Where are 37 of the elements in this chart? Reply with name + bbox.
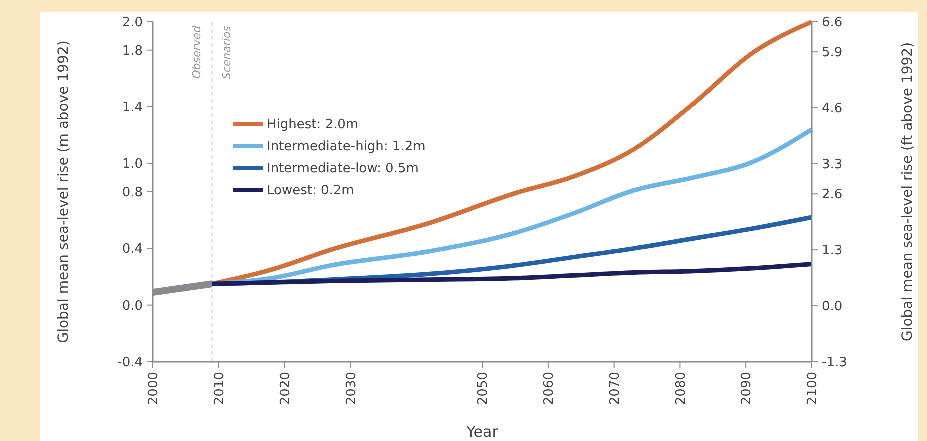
y2-tick-label: 1.3 bbox=[822, 244, 843, 259]
y2-tick-label: 3.3 bbox=[822, 158, 843, 173]
x-axis-title: Year bbox=[466, 423, 500, 441]
y-tick-label: 2.0 bbox=[122, 16, 143, 31]
legend-label: Lowest: 0.2m bbox=[267, 184, 354, 199]
y2-tick-label: -1.3 bbox=[822, 356, 848, 371]
x-tick-label: 2020 bbox=[278, 372, 294, 406]
x-tick-label: 2030 bbox=[344, 372, 360, 406]
x-tick-label: 2000 bbox=[146, 372, 162, 406]
line-series bbox=[210, 20, 814, 286]
y-tick-label: 1.0 bbox=[122, 157, 143, 172]
y2-tick-label: 2.6 bbox=[822, 188, 843, 203]
x-tick-label: 2050 bbox=[476, 372, 492, 406]
x-tick-label: 2080 bbox=[674, 372, 689, 406]
legend-label: Intermediate-high: 1.2m bbox=[267, 140, 426, 155]
y-tick-label: 1.4 bbox=[122, 100, 143, 116]
x-tick-label: 2100 bbox=[806, 372, 821, 406]
x-tick-label: 2060 bbox=[542, 372, 557, 406]
y-tick-label: 1.8 bbox=[122, 44, 143, 59]
y-tick-label: 0.8 bbox=[122, 186, 143, 201]
y2-tick-label: 4.6 bbox=[822, 102, 843, 117]
line-series bbox=[210, 262, 814, 286]
x-tick-label: 2010 bbox=[212, 372, 228, 406]
y-tick-label: 0.4 bbox=[122, 242, 143, 258]
y2-tick-label: 5.9 bbox=[822, 46, 843, 61]
y-tick-label: 0.0 bbox=[122, 298, 143, 314]
y2-tick-label: 0.0 bbox=[822, 300, 843, 315]
y2-axis-title: Global mean sea-level rise (ft above 1992) bbox=[900, 42, 916, 342]
legend-label: Intermediate-low: 0.5m bbox=[267, 162, 419, 177]
y2-tick-label: 6.6 bbox=[822, 16, 843, 31]
x-tick-label: 2090 bbox=[740, 372, 755, 406]
annotation: Scenarios bbox=[220, 26, 234, 80]
annotation: Observed bbox=[190, 24, 204, 79]
x-tick-label: 2070 bbox=[608, 372, 623, 406]
y-tick-label: -0.4 bbox=[118, 356, 143, 371]
legend-label: Highest: 2.0m bbox=[267, 118, 359, 133]
y-axis-title: Global mean sea-level rise (m above 1992) bbox=[56, 40, 72, 344]
